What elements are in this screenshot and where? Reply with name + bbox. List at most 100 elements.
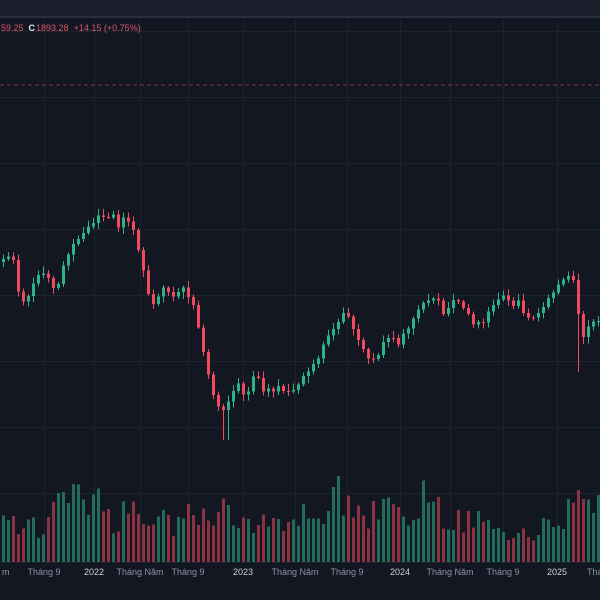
gridline-horizontal [0, 295, 600, 296]
volume-bar [257, 524, 260, 562]
candle-body [352, 316, 355, 329]
volume-bar [177, 517, 180, 562]
candle-body [67, 254, 70, 266]
candle-body [457, 299, 460, 302]
candle-wick [293, 383, 294, 394]
candle-body [152, 293, 155, 304]
candle-wick [428, 293, 429, 307]
candle-body [307, 371, 310, 376]
candle-body [57, 283, 60, 288]
candle-body [397, 338, 400, 345]
candle-body [267, 388, 270, 392]
gridline-vertical [347, 20, 348, 562]
candle-body [432, 298, 435, 301]
candle-body [487, 311, 490, 323]
time-axis-month-label: Tháng 9 [171, 567, 205, 577]
volume-bar [127, 513, 130, 562]
time-axis[interactable]: m Tháng 9 2022 Tháng Năm Tháng 9 2023 Tháng Nă… [0, 562, 600, 600]
candle-wick [483, 318, 484, 329]
candle-body [207, 352, 210, 375]
volume-bar [487, 520, 490, 562]
volume-bar [212, 525, 215, 562]
volume-bar [362, 515, 365, 562]
candle-body [232, 390, 235, 402]
candle-body [562, 279, 565, 285]
candle-body [37, 275, 40, 284]
candle-wick [108, 212, 109, 219]
candle-body [567, 276, 570, 280]
candle-body [372, 358, 375, 360]
candle-body [122, 217, 125, 228]
candle-body [362, 340, 365, 350]
candle-body [437, 298, 440, 301]
volume-bar [397, 507, 400, 562]
volume-bar [277, 518, 280, 562]
candle-body [442, 300, 445, 315]
candle-body [2, 259, 5, 262]
candle-body [237, 383, 240, 391]
volume-bar [477, 510, 480, 562]
volume-bar [577, 490, 580, 562]
candle-body [47, 273, 50, 278]
candle-body [62, 265, 65, 284]
volume-bar [502, 532, 505, 562]
volume-bar [562, 528, 565, 562]
candle-wick [373, 352, 374, 363]
candle-body [337, 322, 340, 329]
volume-bar [382, 498, 385, 562]
candle-body [172, 292, 175, 297]
gridline-vertical [44, 20, 45, 562]
candle-body [97, 215, 100, 224]
candle-body [332, 328, 335, 336]
candle-body [582, 313, 585, 338]
candle-body [522, 300, 525, 313]
time-axis-month-label: m [2, 567, 10, 577]
volume-bar [137, 513, 140, 562]
gridline-horizontal [0, 427, 600, 428]
volume-bar [67, 502, 70, 562]
volume-bar [352, 517, 355, 562]
gridline-vertical [140, 20, 141, 562]
candle-body [407, 328, 410, 334]
candle-body [32, 283, 35, 297]
volume-bar [537, 535, 540, 562]
candle-body [287, 390, 290, 392]
candle-wick [223, 404, 224, 440]
gridline-horizontal [0, 163, 600, 164]
candle-body [197, 304, 200, 328]
candle-wick [103, 208, 104, 222]
volume-bar [527, 537, 530, 562]
candle-body [597, 321, 600, 323]
candle-body [462, 301, 465, 309]
volume-bar [157, 516, 160, 562]
volume-bar [317, 518, 320, 562]
volume-bar [42, 534, 45, 562]
candle-body [252, 376, 255, 392]
volume-bar [357, 505, 360, 562]
volume-bar [297, 525, 300, 562]
time-axis-month-label: Tháng 9 [27, 567, 61, 577]
candle-body [182, 287, 185, 292]
candle-wick [43, 266, 44, 279]
candle-wick [288, 384, 289, 396]
volume-bar [322, 524, 325, 562]
candle-body [412, 318, 415, 329]
gridline-vertical [243, 20, 244, 562]
candle-body [507, 295, 510, 301]
volume-bar [252, 533, 255, 562]
volume-bar [247, 519, 250, 562]
candle-body [282, 385, 285, 391]
volume-bar [392, 504, 395, 562]
candle-body [222, 406, 225, 411]
volume-bar [402, 516, 405, 562]
toolbar-strip [0, 0, 600, 18]
candle-wick [578, 273, 579, 372]
candle-body [357, 328, 360, 341]
volume-bar [572, 502, 575, 562]
volume-bar [452, 530, 455, 562]
volume-bar [162, 510, 165, 562]
candle-wick [258, 371, 259, 380]
volume-bar [377, 519, 380, 562]
